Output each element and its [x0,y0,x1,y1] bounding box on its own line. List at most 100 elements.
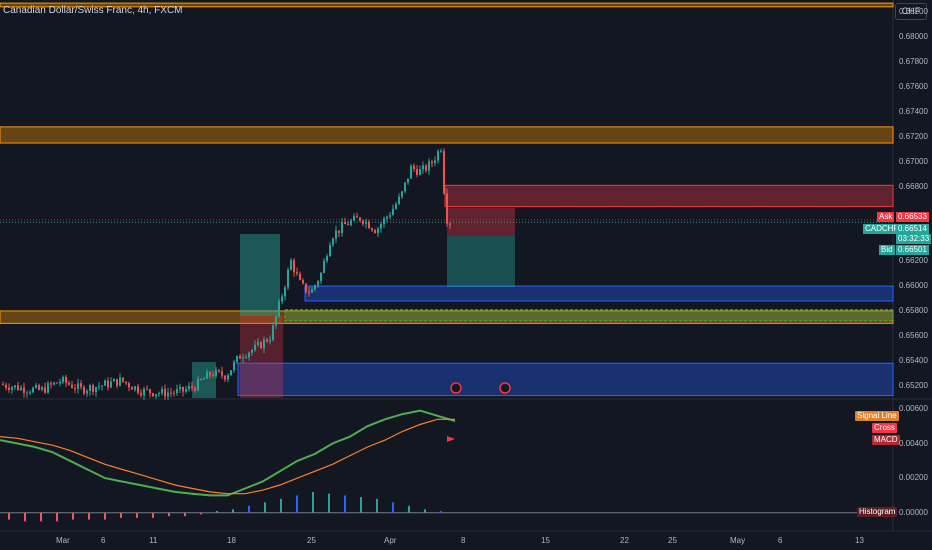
candle [383,218,385,225]
time-tick-label: 18 [227,536,236,545]
candle [89,385,91,392]
time-tick-label: 25 [668,536,677,545]
candle [428,161,430,171]
candle [134,386,136,390]
zone-demand [284,309,894,322]
cross-marker-icon [447,436,455,442]
candle [119,377,121,386]
histogram-bar [24,512,26,522]
histogram-bar [248,505,250,513]
candle [329,244,331,257]
candle [212,375,214,377]
candle [284,287,286,297]
chart-title: Canadian Dollar/Swiss Franc, 4h, FXCM [3,5,183,16]
candle [443,150,445,194]
candle [377,228,379,234]
candle [35,385,37,388]
candle [59,381,61,384]
candle [23,387,25,393]
time-tick-label: 11 [149,536,158,545]
candle [248,352,250,358]
histogram-bar [232,509,234,513]
ask-tag-label: Ask [877,212,895,222]
price-tick-label: 0.65600 [899,330,928,340]
candle [416,169,418,175]
candle [293,260,295,273]
candle [146,388,148,390]
candle [251,349,253,353]
candle [236,356,238,362]
candle [362,220,364,224]
time-tick-label: 15 [541,536,550,545]
candle [161,388,163,394]
candle [239,356,241,359]
candle [227,375,229,380]
candle [437,151,439,161]
candle [368,221,370,229]
symbol-tag-value: 0.66514 [896,224,929,234]
candle [410,165,412,179]
candle [56,382,58,384]
histogram-bar [88,512,90,520]
candle [197,379,199,391]
time-tick-label: 13 [855,536,864,545]
candle [422,165,424,170]
candle [104,380,106,386]
candle [140,392,142,396]
candle [440,150,442,152]
candle [185,389,187,392]
candle [11,387,13,391]
candle [407,178,409,183]
price-tick-label: 0.68200 [899,7,928,17]
bid-tag-label: Bid [879,245,895,255]
indicator-tick-label: 0.00400 [899,438,928,448]
candle [233,361,235,371]
ask-tag-value: 0.66533 [896,212,929,222]
candle [152,393,154,397]
countdown-tag: 03:32:33 [896,234,932,244]
candle [77,383,79,389]
candle [182,386,184,392]
time-tick-label: 22 [620,536,629,545]
candle [215,369,217,377]
price-tick-label: 0.65800 [899,305,928,315]
event-marker-icon [499,382,511,394]
candle [230,370,232,376]
candle [302,279,304,284]
candle [419,169,421,175]
candle [446,193,448,224]
candle [224,375,226,380]
candle [245,357,247,359]
histogram-bar [56,512,58,522]
histogram-bar [184,512,186,517]
candle [353,216,355,221]
candle [98,386,100,388]
candle [287,269,289,288]
histogram-label: Histogram [857,507,898,517]
candle [32,387,34,393]
symbol-tag-label: CADCHF [863,224,901,234]
histogram-bar [440,510,442,513]
zone-supply [444,184,894,207]
signal-line-label: Signal Line [855,411,899,421]
candle [143,388,145,396]
time-tick-label: Apr [384,536,397,545]
zone-resistance [0,2,894,8]
price-tick-label: 0.65200 [899,380,928,390]
candle [434,160,436,164]
candle [323,260,325,273]
histogram-bar [344,495,346,513]
candle [425,165,427,171]
candle [311,289,313,293]
candle [371,228,373,231]
time-tick-label: 8 [461,536,466,545]
candle [218,369,220,372]
currency-button[interactable]: CHF [895,3,927,20]
candle [62,376,64,382]
candle [50,383,52,385]
histogram-bar [40,512,42,522]
candle [20,387,22,391]
candle [173,392,175,394]
histogram-bar [104,512,106,520]
